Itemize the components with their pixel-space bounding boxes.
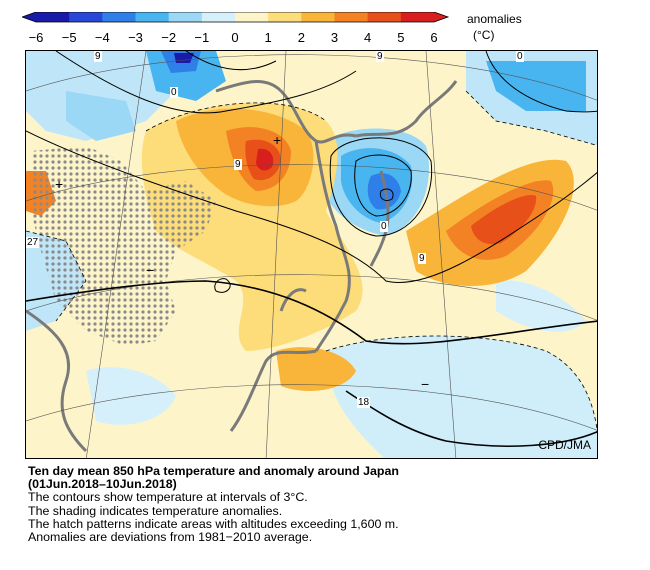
coastlines [26, 80, 458, 453]
cool-anomaly-area [496, 280, 586, 332]
colorbar-tick-label: −5 [61, 30, 77, 45]
cool-anomaly-area [26, 51, 176, 141]
colorbar-tick-label: −2 [161, 30, 177, 45]
colorbar-tick-label: −4 [94, 30, 110, 45]
contour-label: 9 [376, 51, 384, 62]
anomaly-map [26, 51, 597, 458]
colorbar-segment [102, 12, 136, 22]
contour-label: 9 [418, 253, 426, 264]
colorbar-segment [334, 12, 369, 22]
colorbar-tick-label: 6 [430, 30, 438, 45]
colorbar-tick-label: 0 [231, 30, 239, 45]
legend-unit: (°C) [473, 28, 495, 42]
caption-line: Anomalies are deviations from 1981−2010 … [28, 530, 313, 545]
caption-line: The hatch patterns indicate areas with a… [28, 516, 399, 531]
caption-period: (01Jun.2018–10Jun.2018) [28, 477, 177, 492]
cold-anomaly-area [486, 61, 586, 111]
high-altitude-hatch [31, 146, 216, 346]
colorbar-outline [22, 12, 450, 23]
graticule [26, 51, 597, 458]
contour-label: 0 [516, 51, 524, 62]
low-marker: − [146, 262, 155, 278]
colorbar-segment [201, 12, 236, 22]
colorbar-left-arrow [22, 12, 36, 22]
colorbar-tick-label: 2 [297, 30, 305, 45]
caption-title: Ten day mean 850 hPa temperature and ano… [28, 464, 399, 478]
zero-anomaly-contours [26, 90, 597, 433]
caption-line: The contours show temperature at interva… [28, 490, 308, 505]
colorbar-segment [168, 12, 203, 22]
map-panel: 9 9 0 0 9 0 9 27 18 + + − − CPD/JMA [25, 50, 598, 459]
legend-title: anomalies [467, 12, 522, 26]
colorbar-segment [135, 12, 170, 22]
colorbar-tick-label: 3 [330, 30, 339, 45]
cold-anomaly-area [66, 91, 136, 141]
warm-anomaly-area [276, 347, 356, 391]
anomaly-colorbar: −6 −5 −4 −3 −2 −1 0 1 2 3 4 5 6 [22, 12, 462, 46]
colorbar-segment [235, 12, 269, 22]
colorbar-tick-label: 4 [364, 30, 372, 45]
high-marker: + [55, 176, 64, 192]
contour-label: 0 [170, 87, 178, 98]
colorbar-gradient [22, 12, 450, 23]
colorbar-segment [69, 12, 103, 22]
temperature-contours [26, 51, 597, 447]
credit-label: CPD/JMA [538, 438, 591, 452]
warm-anomaly-area [471, 195, 537, 245]
contour-label: 9 [94, 51, 102, 62]
colorbar-tick-label: 1 [264, 30, 272, 45]
cool-anomaly-area [86, 367, 176, 425]
cold-anomaly-area [146, 51, 226, 101]
colorbar-segment [301, 12, 335, 22]
colorbar-tick-label: 5 [397, 30, 405, 45]
colorbar-right-arrow [434, 12, 448, 22]
figure-caption: Ten day mean 850 hPa temperature and ano… [28, 464, 628, 545]
low-marker: − [421, 376, 430, 392]
colorbar-segment [367, 12, 402, 22]
high-marker: + [273, 132, 282, 148]
contour-label: 18 [357, 397, 371, 408]
contour-label: 27 [26, 237, 40, 248]
cool-anomaly-area [326, 336, 597, 458]
colorbar-tick-label: −1 [194, 30, 210, 45]
contour-label: 9 [234, 159, 242, 170]
colorbar-segment [268, 12, 302, 22]
caption-line: The shading indicates temperature anomal… [28, 503, 283, 518]
colorbar-tick-label: −6 [28, 30, 44, 45]
colorbar-segment [36, 12, 70, 22]
colorbar-tick-label: −3 [128, 30, 143, 45]
colorbar-segment [400, 12, 435, 22]
contour-label: 0 [380, 221, 388, 232]
